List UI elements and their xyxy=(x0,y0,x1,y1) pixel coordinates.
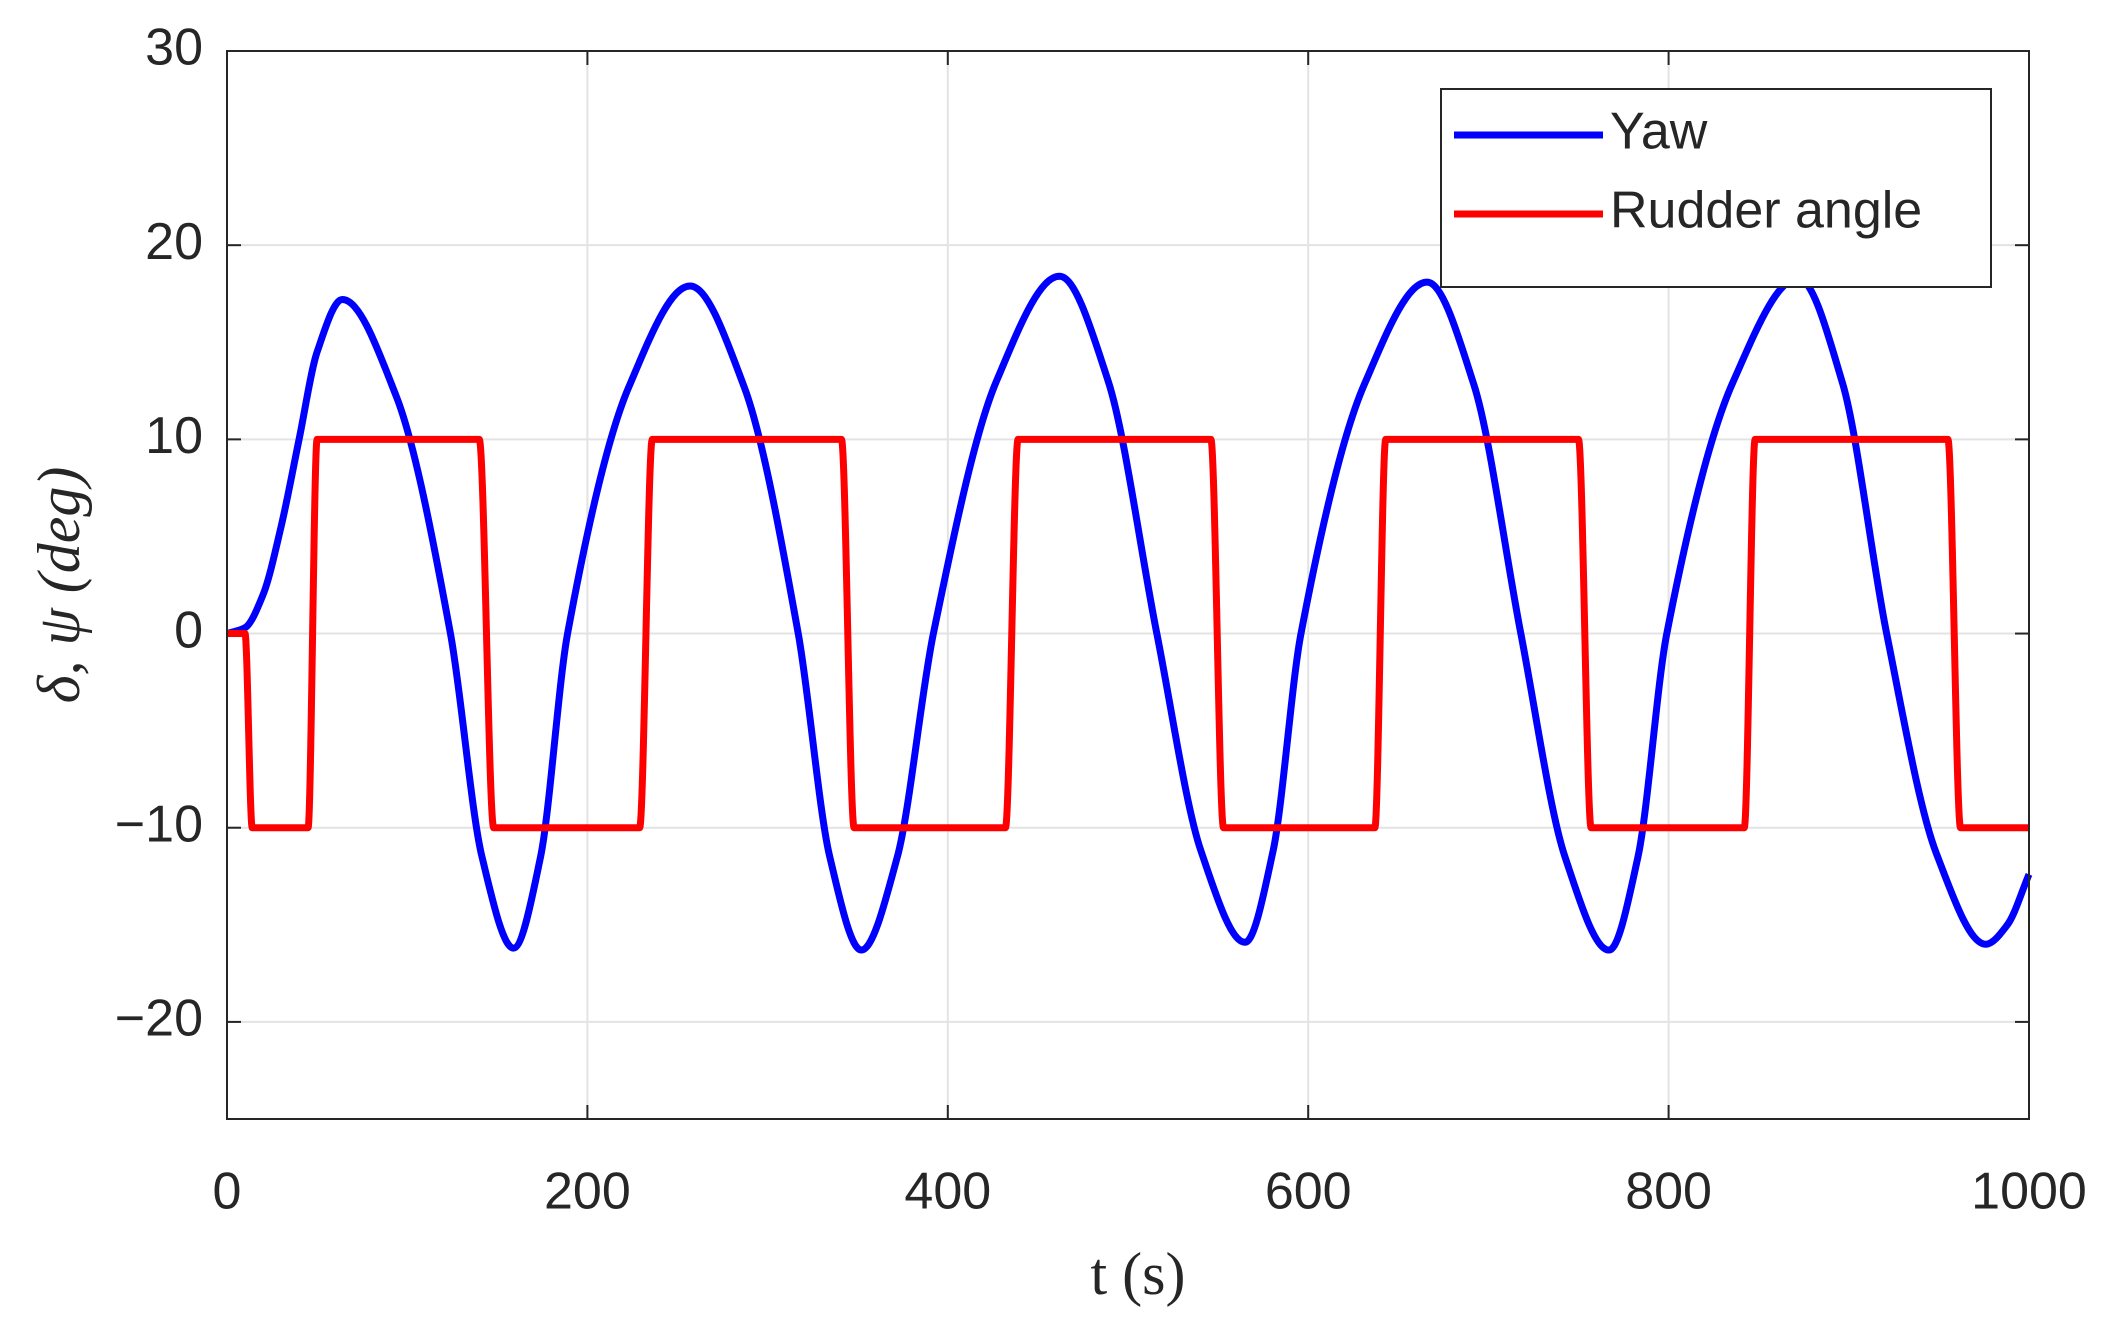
x-tick-label: 0 xyxy=(213,1163,242,1221)
x-tick-label: 400 xyxy=(904,1163,991,1221)
legend-box xyxy=(1440,88,1992,288)
x-tick-label: 800 xyxy=(1625,1163,1712,1221)
x-tick-label: 600 xyxy=(1265,1163,1352,1221)
y-tick-label: −10 xyxy=(115,795,203,853)
y-tick-label: 30 xyxy=(145,19,203,77)
legend-label: Rudder angle xyxy=(1610,182,1922,240)
axes-box xyxy=(226,50,2030,1120)
y-tick-label: 10 xyxy=(145,407,203,465)
series-line xyxy=(225,272,2033,954)
x-axis-label: t (s) xyxy=(1091,1241,1186,1307)
legend-label: Yaw xyxy=(1610,103,1708,161)
y-tick-label: −20 xyxy=(115,990,203,1048)
x-tick-label: 1000 xyxy=(1971,1163,2087,1221)
y-tick-label: 0 xyxy=(174,601,203,659)
series-line xyxy=(227,435,2029,832)
y-tick-label: 20 xyxy=(145,213,203,271)
x-tick-label: 200 xyxy=(544,1163,631,1221)
y-axis-label: δ, ψ (deg) xyxy=(26,467,92,704)
